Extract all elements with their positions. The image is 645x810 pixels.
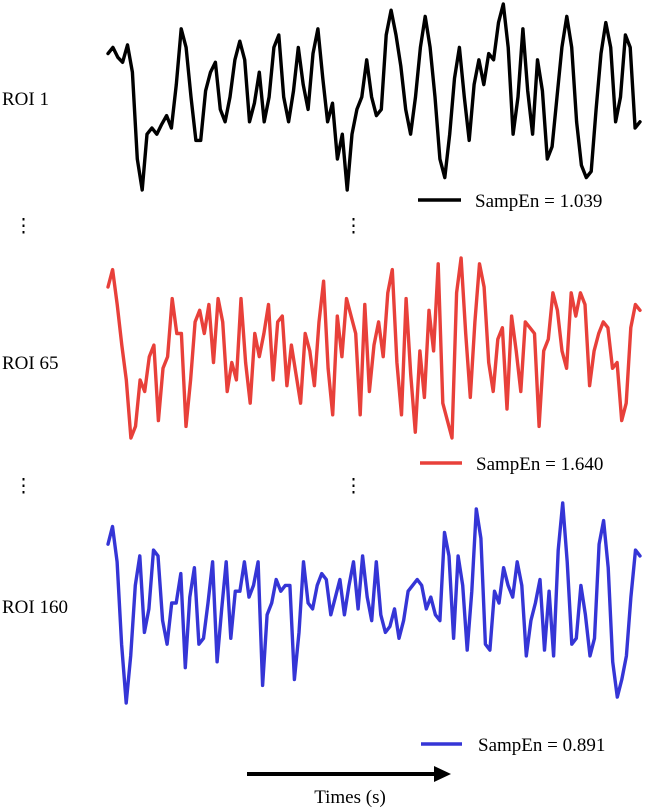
series-line-roi-1 — [106, 2, 642, 192]
ellipsis-left-2: ⋮ — [14, 476, 33, 497]
legend-text-roi-1: SampEn = 1.039 — [475, 191, 602, 212]
row-label-roi-65: ROI 65 — [2, 353, 58, 374]
x-axis-label: Times (s) — [314, 787, 386, 808]
series-line-roi-65 — [106, 256, 642, 440]
time-axis-arrow — [247, 766, 451, 782]
ellipsis-mid-2: ⋮ — [344, 476, 363, 497]
series-line-roi-160 — [106, 501, 642, 705]
arrow-head — [434, 766, 451, 782]
legend-text-roi-160: SampEn = 0.891 — [478, 735, 605, 756]
row-label-roi-160: ROI 160 — [2, 597, 68, 618]
ellipsis-mid-1: ⋮ — [344, 216, 363, 237]
legend-roi-1: SampEn = 1.039 — [418, 191, 602, 212]
legend-text-roi-65: SampEn = 1.640 — [476, 454, 603, 475]
legend-roi-65: SampEn = 1.640 — [420, 454, 603, 475]
ellipsis-left-1: ⋮ — [14, 216, 33, 237]
row-label-roi-1: ROI 1 — [2, 89, 49, 110]
legend-roi-160: SampEn = 0.891 — [421, 735, 605, 756]
